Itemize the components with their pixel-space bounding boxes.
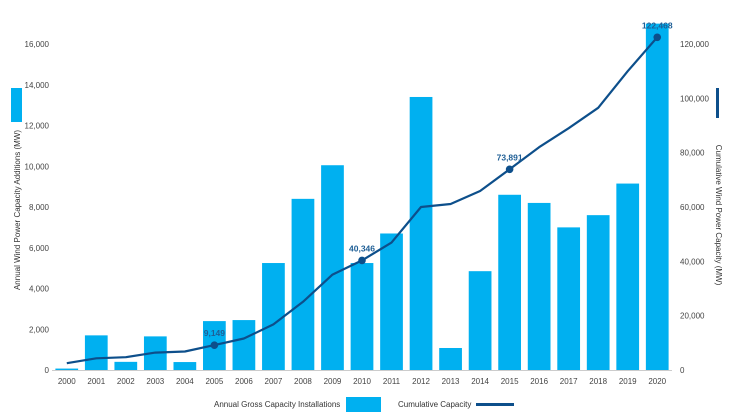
bar	[173, 362, 197, 370]
x-tick-label: 2004	[176, 377, 194, 386]
right-tick-label: 20,000	[680, 312, 705, 321]
x-tick-label: 2005	[205, 377, 223, 386]
callout-marker	[358, 256, 366, 265]
callout-marker	[505, 165, 514, 174]
bar	[557, 227, 581, 370]
bar	[232, 320, 256, 370]
left-axis-marker	[11, 88, 22, 122]
x-tick-label: 2010	[353, 377, 371, 386]
bar	[350, 263, 374, 370]
x-tick-label: 2013	[442, 377, 460, 386]
x-tick-label: 2015	[501, 377, 519, 386]
x-tick-label: 2006	[235, 377, 253, 386]
left-tick-label: 2,000	[29, 325, 50, 334]
bar	[468, 271, 492, 370]
x-tick-label: 2007	[265, 377, 283, 386]
x-tick-label: 2012	[412, 377, 430, 386]
bar	[645, 23, 669, 370]
bar	[84, 335, 108, 370]
bar	[321, 165, 344, 370]
legend-line-label: Cumulative Capacity	[398, 400, 471, 409]
x-tick-label: 2009	[324, 377, 342, 386]
bar	[409, 96, 433, 370]
right-tick-label: 100,000	[680, 94, 709, 103]
right-tick-label: 40,000	[680, 257, 705, 266]
x-tick-label: 2003	[146, 377, 164, 386]
x-tick-label: 2018	[589, 377, 607, 386]
x-tick-label: 2019	[619, 377, 637, 386]
callouts: 9,149 40,346 73,891 122,468	[204, 20, 673, 349]
legend: Annual Gross Capacity Installations Cumu…	[214, 397, 514, 412]
x-tick-label: 2016	[530, 377, 548, 386]
bar	[380, 233, 403, 370]
right-axis-marker	[716, 88, 719, 118]
bar	[114, 361, 138, 370]
left-tick-label: 4,000	[29, 285, 50, 294]
bar	[586, 215, 610, 370]
callout-label: 40,346	[349, 243, 375, 253]
x-axis-ticks: 2000 2001 2002 2003 2004 2005 2006 2007 2008 2009…	[58, 377, 667, 386]
left-tick-label: 12,000	[25, 122, 50, 131]
legend-bar-swatch	[346, 397, 381, 412]
callout-marker	[210, 341, 219, 349]
left-tick-label: 0	[45, 366, 50, 375]
left-tick-label: 6,000	[29, 244, 50, 253]
bar-series	[55, 23, 669, 370]
left-axis-title: Annual Wind Power Capacity Additions (MW…	[13, 130, 22, 290]
bar	[262, 263, 285, 370]
right-tick-label: 60,000	[680, 203, 705, 212]
bar	[527, 202, 551, 370]
callout-label: 73,891	[497, 152, 523, 162]
callout-label: 9,149	[204, 328, 226, 338]
left-tick-label: 16,000	[25, 40, 50, 49]
x-tick-label: 2008	[294, 377, 312, 386]
x-tick-label: 2014	[471, 377, 489, 386]
bar	[498, 194, 521, 370]
callout-marker	[653, 33, 662, 42]
bar	[616, 183, 640, 370]
legend-bar-label: Annual Gross Capacity Installations	[214, 400, 340, 409]
left-tick-label: 14,000	[25, 81, 50, 90]
bar	[55, 368, 79, 370]
right-axis-title: Cumulative Wind Power Capacity (MW)	[714, 145, 723, 286]
right-tick-label: 120,000	[680, 40, 709, 49]
left-tick-label: 10,000	[25, 162, 50, 171]
right-axis-ticks: 0 20,000 40,000 60,000 80,000 100,000 120,000	[680, 40, 709, 375]
bar	[291, 198, 315, 370]
x-tick-label: 2017	[560, 377, 578, 386]
left-axis-ticks: 0 2,000 4,000 6,000 8,000 10,000 12,000 14,000 1…	[25, 40, 50, 375]
x-tick-label: 2001	[87, 377, 105, 386]
callout-label: 122,468	[642, 20, 673, 30]
x-tick-label: 2002	[117, 377, 135, 386]
x-tick-label: 2020	[648, 377, 666, 386]
x-tick-label: 2000	[58, 377, 76, 386]
bar	[439, 347, 462, 370]
left-tick-label: 8,000	[29, 203, 50, 212]
right-tick-label: 80,000	[680, 149, 705, 158]
right-tick-label: 0	[680, 366, 685, 375]
x-tick-label: 2011	[383, 377, 401, 386]
